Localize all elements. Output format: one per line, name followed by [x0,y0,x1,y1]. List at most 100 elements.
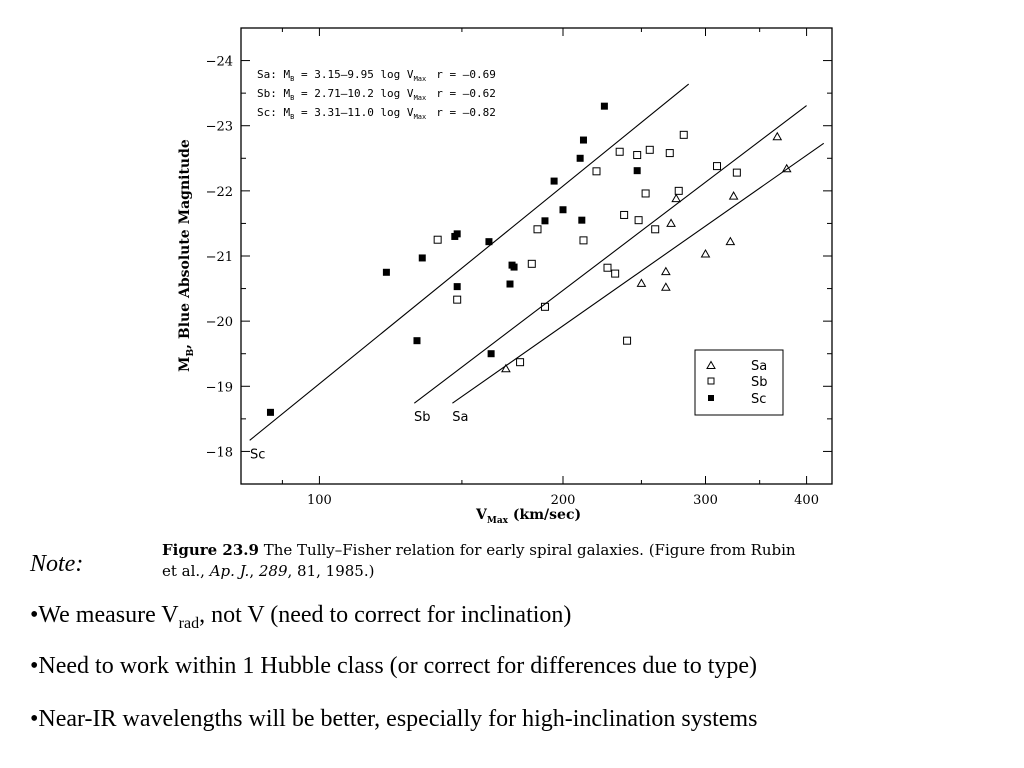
sc-point [579,136,587,144]
sc-point [506,280,514,288]
sa-point [772,131,783,141]
bullet-item-1: •We measure Vrad, not V (need to correct… [30,602,571,633]
sc-point [576,154,584,162]
sc-point [487,350,495,358]
equation-sc: Sc: MB = 3.31–11.0 log VMax r = –0.82 [257,106,496,121]
sb-point [732,168,741,177]
sb-point [615,147,624,156]
x-axis: 100 200 300 400 [281,28,819,508]
sb-point [679,130,688,139]
y-tick-label: −22 [206,185,233,200]
sb-point [674,186,683,195]
equation-box: Sa: MB = 3.15–9.95 log VMax r = –0.69 Sb:… [257,68,496,121]
x-axis-label: VMax (km/sec) [475,507,581,526]
sc-point [418,254,426,262]
sa-point [660,282,671,291]
legend-box [694,349,784,416]
bullet-item-2: •Need to work within 1 Hubble class (or … [30,653,757,680]
sa-point [501,363,511,373]
caption-sep: , [249,562,259,580]
sa-point [636,278,647,287]
sb-point [433,235,442,244]
y-axis-label: MB, Blue Absolute Magnitude [177,139,196,372]
caption-journal: Ap. J. [209,562,250,580]
equation-sb: Sb: MB = 2.71–10.2 log VMax r = –0.62 [257,87,496,102]
sa-point [666,218,676,227]
sc-point [413,337,421,345]
bullet-3-text: •Near-IR wavelengths will be better, esp… [30,706,758,732]
sa-point [728,191,739,200]
legend-sa-marker [706,360,716,369]
legend-sb-marker [707,377,715,385]
sb-point [603,263,612,272]
legend-sb-label: Sb [751,375,768,390]
sc-point [510,263,518,271]
bullet-1-subscript: rad [178,614,200,632]
sc-point [600,102,608,110]
data-points [266,102,792,416]
y-tick-label: −20 [206,315,233,330]
y-tick-label: −24 [206,55,233,70]
bullet-item-3: •Near-IR wavelengths will be better, esp… [30,706,757,733]
sb-point [623,336,632,345]
caption-volume: 289 [258,562,288,580]
caption-label: Figure 23.9 [162,541,259,559]
sc-point [578,216,586,224]
bullet-1-text-rest: , not V (need to correct for inclination… [199,602,572,628]
x-tick-label: 300 [693,493,718,508]
sc-point [453,230,461,238]
sc-point [382,268,390,276]
sc-point [453,283,461,291]
y-axis: −18 −19 −20 −21 −22 −23 −24 [206,27,832,485]
legend-sc-marker [708,395,714,401]
sb-point [713,162,722,171]
fit-line-label-sb: Sb [414,410,431,425]
sb-point [665,149,674,158]
caption-text-1: The Tully–Fisher relation for early spir… [162,541,796,580]
sb-point [579,236,588,245]
x-tick-label: 400 [794,493,819,508]
sc-point [266,408,274,416]
bullet-2-text: •Need to work within 1 Hubble class (or … [30,653,758,679]
legend: Sa Sb Sc [694,349,784,416]
x-tick-label: 200 [551,493,576,508]
fit-line-label-sa: Sa [452,410,468,425]
y-tick-label: −23 [206,120,233,135]
sc-point [559,206,567,214]
legend-sa-label: Sa [751,359,767,374]
sc-point [541,217,549,225]
sa-point [781,163,792,173]
sa-point [660,266,671,276]
caption-text-2: , 81, 1985.) [287,562,375,580]
sb-point [633,151,642,160]
sb-point [516,358,525,367]
fit-line-sb [413,105,807,404]
sb-point [611,269,620,278]
bullet-1-text: •We measure V [30,602,179,628]
sc-point [633,167,641,175]
fit-line-sc [249,83,690,441]
fit-line-label-sc: Sc [250,447,265,462]
x-tick-label: 100 [307,493,332,508]
y-tick-label: −19 [206,380,233,395]
sb-point [592,167,601,176]
sb-point [527,259,536,268]
sa-point [671,193,682,203]
sb-point [533,225,542,234]
sa-point [700,249,711,258]
sb-point [634,216,643,225]
sb-point [645,145,654,154]
legend-sc-label: Sc [751,392,766,407]
tully-fisher-chart: 100 200 300 400 −18−19−20−21−22−23−24 SaSbS… [177,27,833,526]
y-tick-label: −18 [206,445,233,460]
sb-point [641,189,650,198]
sc-point [550,177,558,185]
equation-sa: Sa: MB = 3.15–9.95 log VMax r = –0.69 [257,68,496,83]
fit-line-sa [452,142,825,404]
sc-point [485,238,493,246]
sb-point [453,295,462,304]
figure-caption: Figure 23.9 The Tully–Fisher relation fo… [162,540,802,582]
y-tick-label: −21 [206,250,233,265]
note-label: Note: [30,551,84,577]
